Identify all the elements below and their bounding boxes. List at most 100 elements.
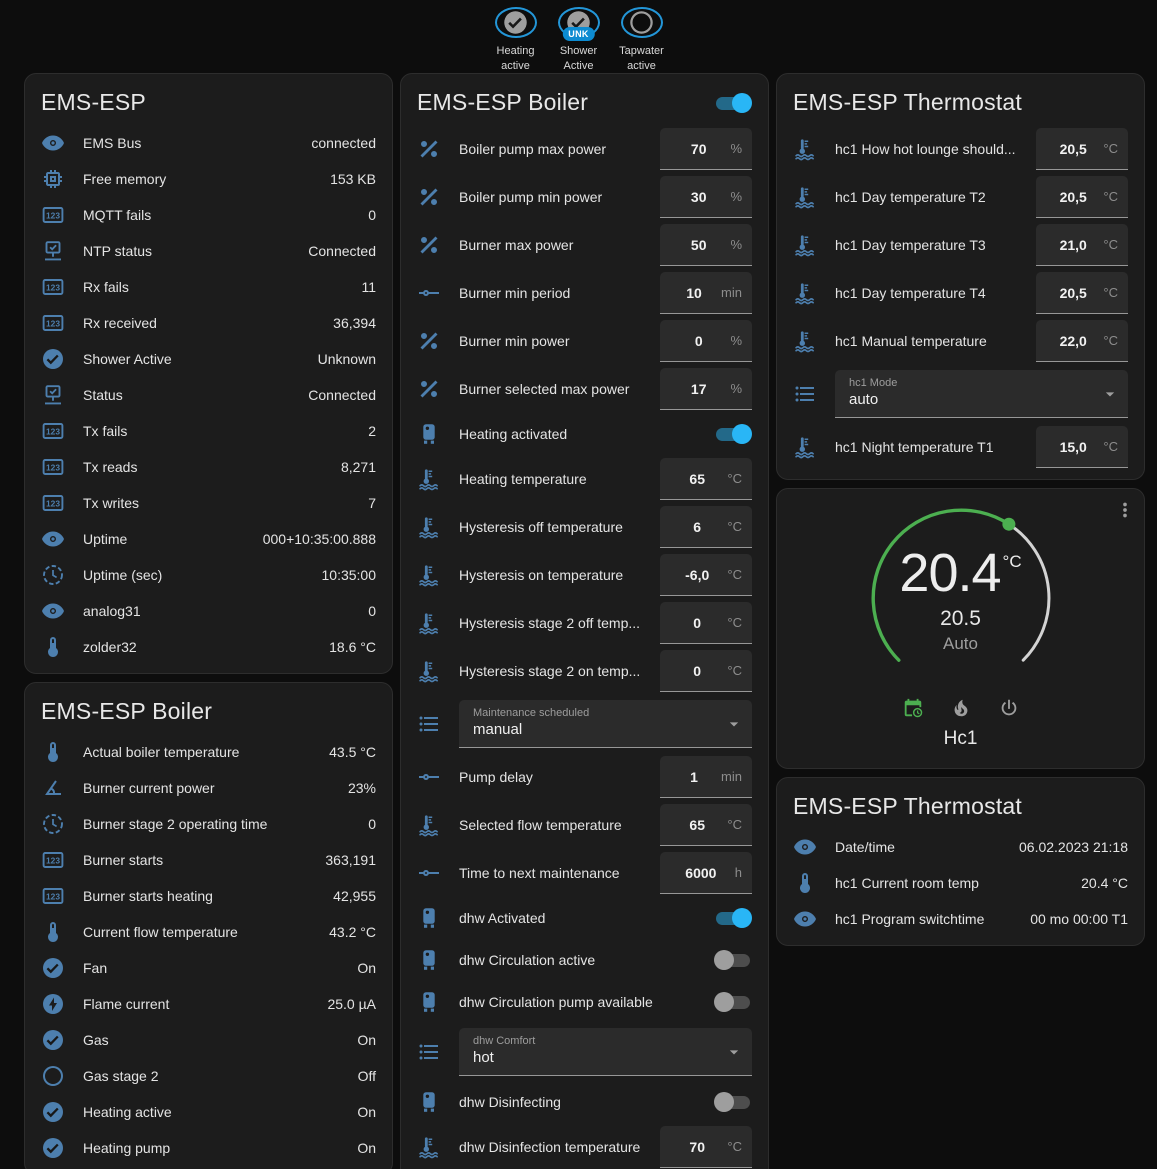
number-value: 22,0 <box>1059 332 1087 349</box>
number-input[interactable]: 0 °C <box>660 602 752 644</box>
entity-row: Time to next maintenance 6000 h <box>401 849 768 897</box>
counter-icon <box>41 848 65 872</box>
entity-row[interactable]: zolder32 18.6 °C <box>25 629 392 665</box>
entity-row[interactable]: Actual boiler temperature 43.5 °C <box>25 734 392 770</box>
status-badge[interactable]: Heating active <box>486 7 546 73</box>
entity-row[interactable]: Heating active On <box>25 1094 392 1130</box>
number-input[interactable]: 22,0 °C <box>1036 320 1128 362</box>
entity-row[interactable]: Heating pump On <box>25 1130 392 1166</box>
number-input[interactable]: 70 % <box>660 128 752 170</box>
number-input[interactable]: 30 % <box>660 176 752 218</box>
number-input[interactable]: 65 °C <box>660 458 752 500</box>
entity-row: Hysteresis stage 2 off temp... 0 °C <box>401 599 768 647</box>
entity-row: hc1 Day temperature T4 20,5 °C <box>777 269 1144 317</box>
number-value: 20,5 <box>1059 140 1087 157</box>
entity-row[interactable]: Tx fails 2 <box>25 413 392 449</box>
card-header-toggle[interactable] <box>714 92 752 113</box>
badge-label-line2: Active <box>563 59 594 72</box>
calendar-clock-icon[interactable] <box>902 697 924 719</box>
entity-row: dhw Activated <box>401 897 768 939</box>
number-input[interactable]: 10 min <box>660 272 752 314</box>
entity-row[interactable]: Shower Active Unknown <box>25 341 392 377</box>
entity-row[interactable]: EMS Bus connected <box>25 125 392 161</box>
more-options-icon[interactable] <box>1114 499 1136 521</box>
entity-value: 2 <box>368 423 376 439</box>
number-value: 6000 <box>685 864 717 881</box>
entity-row[interactable]: Gas On <box>25 1022 392 1058</box>
toggle-switch[interactable] <box>714 424 752 444</box>
card-title: EMS-ESP Boiler <box>41 698 213 724</box>
toggle-switch[interactable] <box>714 908 752 928</box>
toggle-thumb <box>732 424 752 444</box>
entity-row[interactable]: Gas stage 2 Off <box>25 1058 392 1094</box>
entity-row[interactable]: Burner starts heating 42,955 <box>25 878 392 914</box>
entity-row[interactable]: Date/time 06.02.2023 21:18 <box>777 829 1144 865</box>
dial-handle[interactable] <box>1001 517 1015 531</box>
entity-label: Gas <box>83 1032 109 1048</box>
number-input[interactable]: 6000 h <box>660 852 752 894</box>
number-input[interactable]: 65 °C <box>660 804 752 846</box>
entity-row[interactable]: NTP status Connected <box>25 233 392 269</box>
percent-icon <box>417 185 441 209</box>
select-value: manual <box>473 721 523 738</box>
card-thermostat-controls: EMS-ESP Thermostat hc1 How hot lounge sh… <box>776 73 1145 480</box>
number-input[interactable]: 0 % <box>660 320 752 362</box>
entity-row[interactable]: Burner starts 363,191 <box>25 842 392 878</box>
entity-row[interactable]: Tx writes 7 <box>25 485 392 521</box>
entity-row[interactable]: Current flow temperature 43.2 °C <box>25 914 392 950</box>
number-input[interactable]: 50 % <box>660 224 752 266</box>
entity-value: 0 <box>368 816 376 832</box>
entity-row[interactable]: Flame current 25.0 µA <box>25 986 392 1022</box>
number-input[interactable]: 20,5 °C <box>1036 176 1128 218</box>
entity-row[interactable]: MQTT fails 0 <box>25 197 392 233</box>
number-input[interactable]: 20,5 °C <box>1036 128 1128 170</box>
toggle-switch[interactable] <box>714 1092 752 1112</box>
power-icon[interactable] <box>998 697 1020 719</box>
select-field[interactable]: Maintenance scheduled manual <box>459 700 752 748</box>
clock-progress-icon <box>41 812 65 836</box>
entity-label: Tx writes <box>83 495 139 511</box>
number-input[interactable]: 15,0 °C <box>1036 426 1128 468</box>
number-input[interactable]: 1 min <box>660 756 752 798</box>
entity-row[interactable]: Status Connected <box>25 377 392 413</box>
entity-row[interactable]: hc1 Current room temp 20.4 °C <box>777 865 1144 901</box>
number-input[interactable]: 6 °C <box>660 506 752 548</box>
entity-row[interactable]: hc1 Program switchtime 00 mo 00:00 T1 <box>777 901 1144 937</box>
entity-row[interactable]: Uptime 000+10:35:00.888 <box>25 521 392 557</box>
entity-row[interactable]: Free memory 153 KB <box>25 161 392 197</box>
entity-row[interactable]: Tx reads 8,271 <box>25 449 392 485</box>
entity-value: 18.6 °C <box>329 639 376 655</box>
entity-row[interactable]: analog31 0 <box>25 593 392 629</box>
entity-row[interactable]: Uptime (sec) 10:35:00 <box>25 557 392 593</box>
card-thermostat-sensors: EMS-ESP Thermostat Date/time 06.02.2023 … <box>776 777 1145 946</box>
number-unit: °C <box>727 1139 742 1154</box>
number-input[interactable]: -6,0 °C <box>660 554 752 596</box>
number-input[interactable]: 21,0 °C <box>1036 224 1128 266</box>
entity-row[interactable]: Burner stage 2 operating time 0 <box>25 806 392 842</box>
toggle-switch[interactable] <box>714 992 752 1012</box>
entity-label: Current flow temperature <box>83 924 238 940</box>
percent-icon <box>417 377 441 401</box>
number-input[interactable]: 70 °C <box>660 1126 752 1168</box>
check-circle-icon <box>41 1100 65 1124</box>
entity-label: Boiler pump max power <box>459 141 607 157</box>
number-input[interactable]: 20,5 °C <box>1036 272 1128 314</box>
eye-icon <box>41 131 65 155</box>
water-boiler-icon <box>417 948 441 972</box>
select-field[interactable]: dhw Comfort hot <box>459 1028 752 1076</box>
status-badge[interactable]: UNK Shower Active <box>549 7 609 73</box>
entity-label: Uptime <box>83 531 128 547</box>
list-bulleted-icon <box>417 712 441 736</box>
select-field[interactable]: hc1 Mode auto <box>835 370 1128 418</box>
thermostat-dial[interactable]: 20.4 °C 20.5 Auto <box>849 501 1073 695</box>
entity-row[interactable]: Rx received 36,394 <box>25 305 392 341</box>
number-input[interactable]: 17 % <box>660 368 752 410</box>
entity-value: 7 <box>368 495 376 511</box>
number-input[interactable]: 0 °C <box>660 650 752 692</box>
fire-icon[interactable] <box>950 697 972 719</box>
entity-row[interactable]: Rx fails 11 <box>25 269 392 305</box>
entity-row[interactable]: Fan On <box>25 950 392 986</box>
status-badge[interactable]: Tapwater active <box>612 7 672 73</box>
entity-row[interactable]: Burner current power 23% <box>25 770 392 806</box>
toggle-switch[interactable] <box>714 950 752 970</box>
